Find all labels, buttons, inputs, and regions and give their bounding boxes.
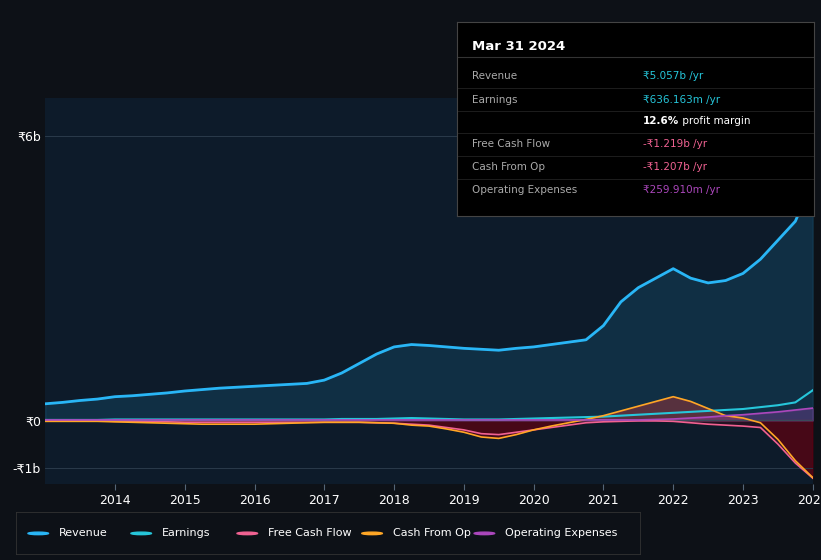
Text: ₹259.910m /yr: ₹259.910m /yr xyxy=(643,185,720,195)
Text: -₹1.219b /yr: -₹1.219b /yr xyxy=(643,139,707,149)
Text: Operating Expenses: Operating Expenses xyxy=(471,185,577,195)
Ellipse shape xyxy=(474,532,495,535)
Text: ₹636.163m /yr: ₹636.163m /yr xyxy=(643,95,720,105)
Ellipse shape xyxy=(28,532,48,535)
Text: 12.6%: 12.6% xyxy=(643,116,679,126)
Ellipse shape xyxy=(362,532,383,535)
Text: Free Cash Flow: Free Cash Flow xyxy=(471,139,550,149)
Text: ₹5.057b /yr: ₹5.057b /yr xyxy=(643,72,704,82)
Text: Mar 31 2024: Mar 31 2024 xyxy=(471,40,565,53)
Text: Cash From Op: Cash From Op xyxy=(471,162,544,172)
Text: Earnings: Earnings xyxy=(162,529,210,538)
Text: Cash From Op: Cash From Op xyxy=(392,529,470,538)
Text: profit margin: profit margin xyxy=(679,116,750,126)
Text: Revenue: Revenue xyxy=(59,529,108,538)
Text: -₹1.207b /yr: -₹1.207b /yr xyxy=(643,162,707,172)
Text: Operating Expenses: Operating Expenses xyxy=(505,529,617,538)
Text: Free Cash Flow: Free Cash Flow xyxy=(268,529,351,538)
Ellipse shape xyxy=(131,532,152,535)
Text: Revenue: Revenue xyxy=(471,72,516,82)
Ellipse shape xyxy=(237,532,258,535)
Text: Earnings: Earnings xyxy=(471,95,517,105)
